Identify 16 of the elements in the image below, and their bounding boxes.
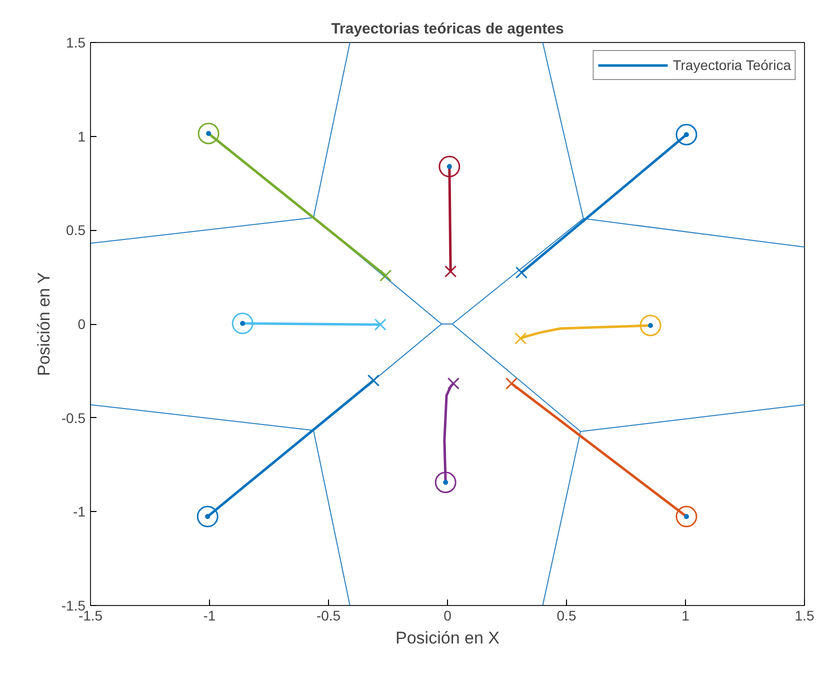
chart-title: Trayectorias teóricas de agentes: [331, 20, 564, 38]
x-tick-label: -1: [203, 608, 216, 624]
x-tick-label: 0: [444, 608, 452, 624]
x-tick-label: -0.5: [316, 608, 341, 624]
y-tick-label: 1.5: [66, 34, 86, 50]
y-tick-label: 0.5: [66, 222, 86, 238]
y-tick-label: 1: [78, 128, 86, 144]
x-tick-label: 1: [682, 608, 690, 624]
legend-label: Trayectoria Teórica: [672, 57, 791, 73]
y-tick-label: -0.5: [61, 410, 86, 426]
y-tick-label: 0: [78, 316, 86, 332]
x-tick-label: 0.5: [556, 608, 576, 624]
y-tick-label: -1: [73, 504, 86, 520]
y-axis-title: Posición en Y: [34, 272, 54, 376]
x-tick-label: 1.5: [794, 608, 814, 624]
x-axis-title: Posición en X: [396, 628, 500, 648]
